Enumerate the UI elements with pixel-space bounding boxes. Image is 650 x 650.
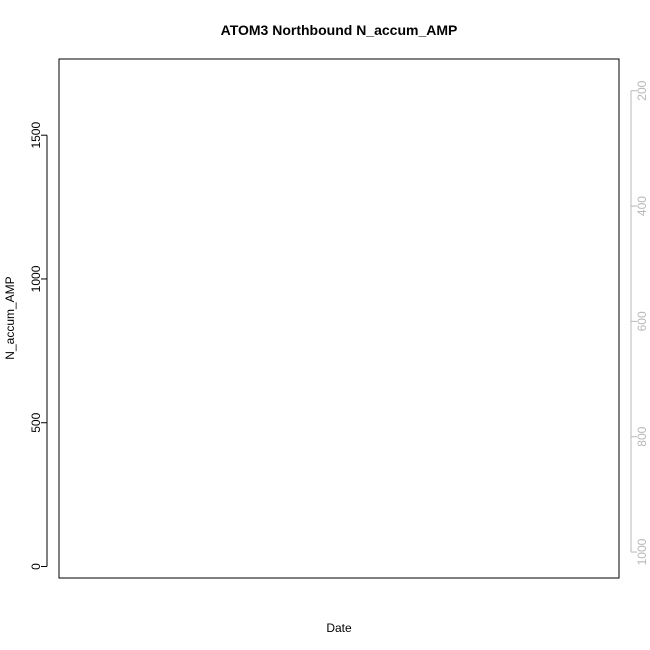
y2-tick-label: 800 xyxy=(635,426,649,446)
chart-title: ATOM3 Northbound N_accum_AMP xyxy=(221,22,458,38)
y-tick-label: 1000 xyxy=(29,265,43,292)
y-tick-label: 1500 xyxy=(29,122,43,149)
y2-axis: 200 400 600 800 1000 xyxy=(630,80,649,565)
y2-tick-label: 200 xyxy=(635,80,649,100)
x-axis-label: Date xyxy=(326,621,352,635)
y2-tick-label: 600 xyxy=(635,311,649,331)
y-tick-label: 0 xyxy=(29,563,43,570)
y-tick-label: 500 xyxy=(29,412,43,432)
y2-tick-label: 400 xyxy=(635,196,649,216)
plot-frame xyxy=(58,58,620,579)
y-axis-label: N_accum_AMP xyxy=(3,276,17,359)
y2-tick-label: 1000 xyxy=(635,538,649,565)
y-axis: 0 500 1000 1500 xyxy=(29,122,48,570)
